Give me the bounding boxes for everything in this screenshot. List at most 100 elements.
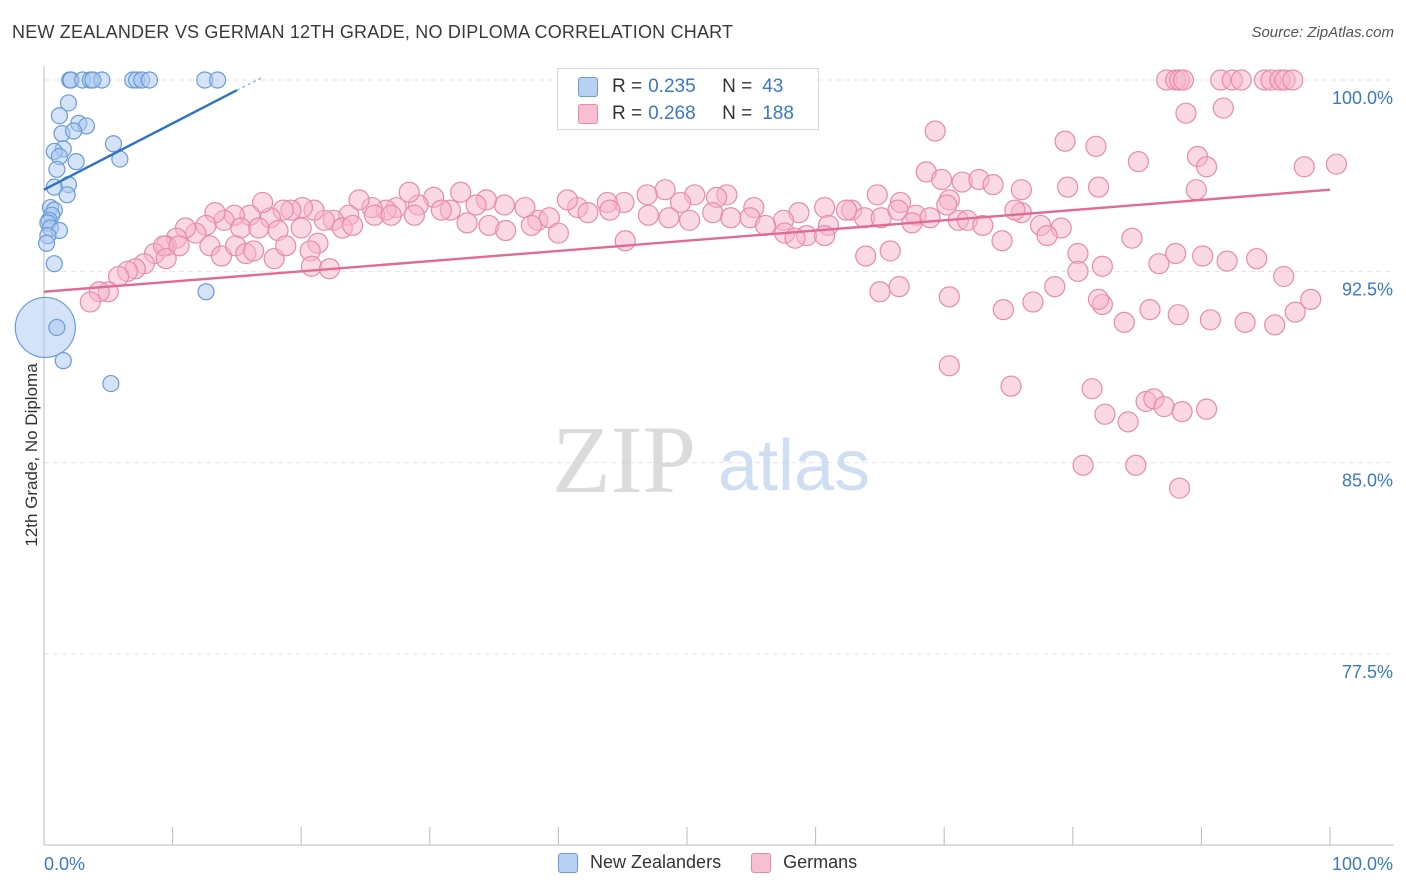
legend-row-germans: R = 0.268 N = 188 <box>558 101 794 127</box>
german-point <box>869 281 891 303</box>
german-point <box>1085 135 1107 157</box>
german-point <box>1171 401 1193 423</box>
german-point <box>348 189 370 211</box>
legend-item-germans[interactable]: Germans <box>751 852 857 873</box>
x-tick-label: 100.0% <box>1332 854 1393 874</box>
german-point <box>754 214 777 237</box>
german-point <box>1000 375 1022 397</box>
german-point <box>1230 69 1252 91</box>
german-point <box>702 202 724 224</box>
german-point <box>1067 260 1089 282</box>
n-label: N = <box>722 76 753 97</box>
german-point <box>1168 477 1191 499</box>
new-zealander-point <box>54 352 72 370</box>
x-tick-label: 0.0% <box>44 854 85 874</box>
german-point <box>614 230 636 252</box>
german-point <box>547 222 570 244</box>
new-zealander-point <box>45 255 63 273</box>
german-point <box>275 235 297 257</box>
german-point <box>1087 288 1110 310</box>
blue-swatch <box>558 852 578 873</box>
german-point <box>556 189 579 211</box>
german-point <box>79 291 101 313</box>
german-point <box>866 184 888 206</box>
german-point <box>1273 265 1295 288</box>
new-zealander-point <box>102 374 120 393</box>
german-point <box>1234 311 1256 333</box>
german-point <box>938 286 960 308</box>
german-point <box>398 181 420 203</box>
german-point <box>465 194 487 216</box>
german-point <box>720 207 742 229</box>
german-point <box>450 181 472 203</box>
legend-item-new-zealanders[interactable]: New Zealanders <box>558 852 721 873</box>
german-point <box>1004 199 1026 221</box>
german-point <box>1199 309 1222 331</box>
new-zealander-point <box>48 160 66 178</box>
german-point <box>456 212 478 234</box>
german-point <box>1139 299 1161 321</box>
german-point <box>300 255 323 277</box>
watermark-zip: ZIP <box>552 406 696 513</box>
german-point <box>1212 97 1234 119</box>
new-zealander-point <box>140 71 159 89</box>
y-tick-label: 85.0% <box>1342 471 1393 491</box>
n-value: 188 <box>762 103 794 124</box>
german-point <box>1165 242 1187 265</box>
y-axis-label: 12th Grade, No Diploma <box>22 363 41 547</box>
german-point <box>919 207 941 229</box>
german-point <box>982 173 1004 196</box>
german-point <box>991 230 1013 252</box>
german-point <box>1284 301 1306 323</box>
german-point <box>430 199 452 221</box>
german-point <box>972 214 994 237</box>
german-point <box>252 191 274 214</box>
german-point <box>938 355 960 377</box>
german-point <box>1172 69 1194 91</box>
german-point <box>1113 311 1135 333</box>
german-point <box>1195 398 1218 420</box>
german-point <box>1117 411 1139 433</box>
german-point <box>1022 291 1044 313</box>
german-point <box>1081 378 1103 400</box>
german-point <box>888 276 910 298</box>
german-point <box>1300 288 1322 310</box>
german-point <box>1216 250 1238 272</box>
new-zealander-point <box>209 71 227 89</box>
german-point <box>290 217 312 239</box>
pink-swatch <box>578 104 598 124</box>
german-point <box>1091 255 1113 277</box>
german-point <box>637 204 660 226</box>
german-point <box>243 240 265 262</box>
y-tick-label: 92.5% <box>1342 279 1393 299</box>
german-point <box>168 235 190 257</box>
new-zealander-point <box>67 153 85 171</box>
n-label: N = <box>722 103 753 124</box>
blue-swatch <box>578 77 598 97</box>
y-tick-label: 77.5% <box>1342 662 1393 682</box>
german-point <box>887 199 909 221</box>
legend-label-germans: Germans <box>783 852 858 872</box>
german-point <box>599 199 621 221</box>
german-point <box>1192 245 1214 267</box>
german-point <box>380 204 402 226</box>
new-zealander-trendline <box>43 89 238 191</box>
y-tick-label: 100.0% <box>1332 88 1393 108</box>
new-zealander-point <box>197 283 215 301</box>
r-value: 0.268 <box>648 103 696 124</box>
german-point <box>342 214 364 237</box>
german-point <box>1010 179 1032 201</box>
german-point <box>1036 225 1058 247</box>
german-point <box>1185 179 1207 201</box>
german-point <box>1195 156 1218 178</box>
german-point <box>1325 153 1348 175</box>
german-point <box>1282 69 1304 91</box>
new-zealander-point <box>37 234 56 252</box>
german-point <box>514 196 536 219</box>
german-point <box>1246 247 1268 270</box>
german-point <box>1125 454 1147 476</box>
german-point <box>1087 176 1110 198</box>
german-point <box>1072 454 1094 476</box>
r-label: R = <box>612 76 643 97</box>
